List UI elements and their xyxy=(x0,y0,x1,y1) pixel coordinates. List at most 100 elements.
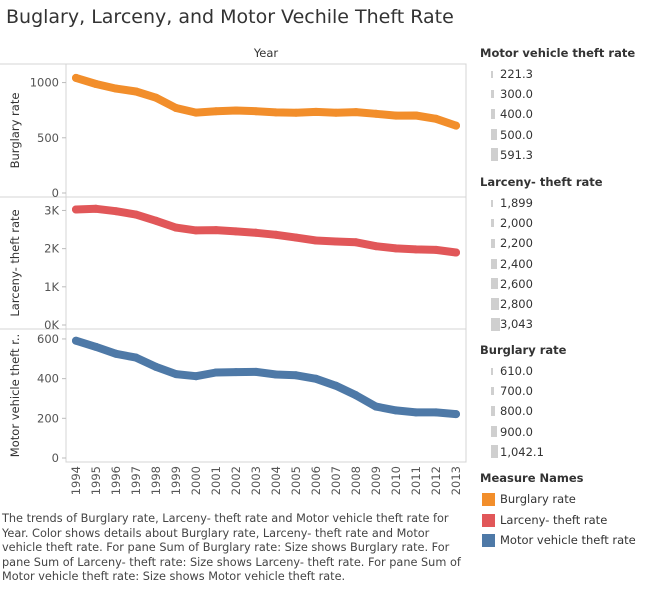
data-point xyxy=(232,227,240,236)
x-tick-label: 2012 xyxy=(429,466,443,495)
size-legend-mark xyxy=(491,406,496,417)
color-legend-item: Motor vehicle theft rate xyxy=(480,530,636,551)
size-legend-label: 2,000 xyxy=(500,216,533,231)
data-point xyxy=(432,114,440,123)
series-line-2 xyxy=(72,336,460,419)
data-point xyxy=(192,108,200,117)
size-legend-burglary: Burglary rate 610.0 700.0 800.0 900.0 1,042.… xyxy=(480,343,566,462)
x-tick-label: 1994 xyxy=(69,466,83,495)
legend-title: Motor vehicle theft rate xyxy=(480,46,636,60)
data-point xyxy=(312,236,320,245)
size-legend-item: 2,400 xyxy=(480,254,603,274)
data-point xyxy=(312,107,320,116)
size-legend-motor-vehicle: Motor vehicle theft rate 221.3 300.0 400.0… xyxy=(480,46,635,165)
data-point xyxy=(332,381,340,390)
size-legend-mark xyxy=(491,258,497,269)
size-legend-label: 2,600 xyxy=(500,276,533,291)
color-legend-label: Motor vehicle theft rate xyxy=(500,533,636,547)
data-point xyxy=(112,84,120,93)
data-point xyxy=(392,111,400,120)
data-point xyxy=(172,104,180,112)
y-axis-title: Motor vehicle theft r.. xyxy=(8,334,22,457)
data-point xyxy=(272,108,280,117)
data-point xyxy=(292,371,300,380)
data-point xyxy=(412,111,420,120)
y-tick-label: 200 xyxy=(37,411,59,425)
x-tick-label: 1999 xyxy=(169,466,183,495)
size-legend-label: 300.0 xyxy=(500,87,533,102)
size-legend-mark xyxy=(491,199,493,207)
chart-area: Year Burglary rate 0 500 1000 Larceny- theft … xyxy=(0,46,467,495)
data-point xyxy=(272,230,280,239)
size-legend-mark xyxy=(491,278,498,290)
data-point xyxy=(92,80,100,88)
data-point xyxy=(452,410,460,419)
data-point xyxy=(312,374,320,383)
color-legend-swatch xyxy=(482,534,495,547)
y-tick-label: 0 xyxy=(52,186,59,200)
y-axis-title: Burglary rate xyxy=(8,93,22,169)
size-legend-label: 2,200 xyxy=(500,236,533,251)
size-legend-mark xyxy=(491,129,497,141)
data-point xyxy=(212,226,220,235)
data-point xyxy=(232,106,240,115)
y-tick-label: 0K xyxy=(44,318,59,332)
data-point xyxy=(292,108,300,117)
data-point xyxy=(72,73,80,82)
x-tick-label: 2006 xyxy=(309,466,323,495)
x-tick-label: 2009 xyxy=(369,466,383,495)
size-legend-item: 300.0 xyxy=(480,84,635,104)
data-point xyxy=(372,242,380,251)
data-point xyxy=(252,367,260,376)
data-point xyxy=(352,238,360,247)
size-legend-item: 900.0 xyxy=(480,422,566,442)
size-legend-item: 1,042.1 xyxy=(480,442,566,462)
color-legend-label: Burglary rate xyxy=(500,492,576,506)
color-legend-item: Larceny- theft rate xyxy=(480,510,607,531)
size-legend-mark xyxy=(491,109,496,120)
color-legend-swatch xyxy=(482,493,495,506)
size-legend-larceny: Larceny- theft rate 1,899 2,000 2,200 2,400… xyxy=(480,175,603,334)
color-legend-item: Burglary rate xyxy=(480,489,584,510)
y-tick-label: 0 xyxy=(52,451,59,465)
x-tick-label: 2000 xyxy=(189,466,203,495)
size-legend-mark xyxy=(491,367,493,375)
size-legend-mark xyxy=(491,90,495,99)
data-point xyxy=(72,336,80,345)
data-point xyxy=(412,245,420,254)
data-point xyxy=(92,342,100,351)
size-legend-mark xyxy=(491,219,495,228)
x-tick-label: 2007 xyxy=(329,466,343,495)
size-legend-item: 1,899 xyxy=(480,193,603,213)
size-legend-label: 400.0 xyxy=(500,107,533,122)
data-point xyxy=(432,408,440,417)
size-legend-mark xyxy=(491,445,498,459)
data-point xyxy=(112,207,120,216)
data-point xyxy=(332,237,340,246)
data-point xyxy=(372,402,380,411)
data-point xyxy=(212,107,220,116)
y-tick-label: 1000 xyxy=(30,76,59,90)
size-legend-item: 2,200 xyxy=(480,233,603,253)
color-legend-swatch xyxy=(482,513,495,527)
x-tick-label: 2005 xyxy=(289,466,303,495)
size-legend-item: 800.0 xyxy=(480,401,566,421)
size-legend-mark xyxy=(491,70,493,78)
x-tick-label: 2004 xyxy=(269,466,283,495)
data-point xyxy=(232,368,240,377)
y-tick-label: 600 xyxy=(37,332,59,346)
x-tick-label: 2010 xyxy=(389,466,403,495)
size-legend-label: 591.3 xyxy=(500,147,533,162)
size-legend-item: 3,043 xyxy=(480,314,603,334)
y-tick-label: 3K xyxy=(44,203,59,217)
y-tick-label: 400 xyxy=(37,372,59,386)
data-point xyxy=(432,245,440,254)
data-point xyxy=(172,223,180,232)
size-legend-item: 2,000 xyxy=(480,213,603,233)
data-point xyxy=(152,362,160,371)
top-axis-label: Year xyxy=(253,46,279,60)
pane-frame xyxy=(65,328,467,463)
y-tick-label: 1K xyxy=(44,280,59,294)
data-point xyxy=(252,107,260,116)
data-point xyxy=(272,370,280,379)
